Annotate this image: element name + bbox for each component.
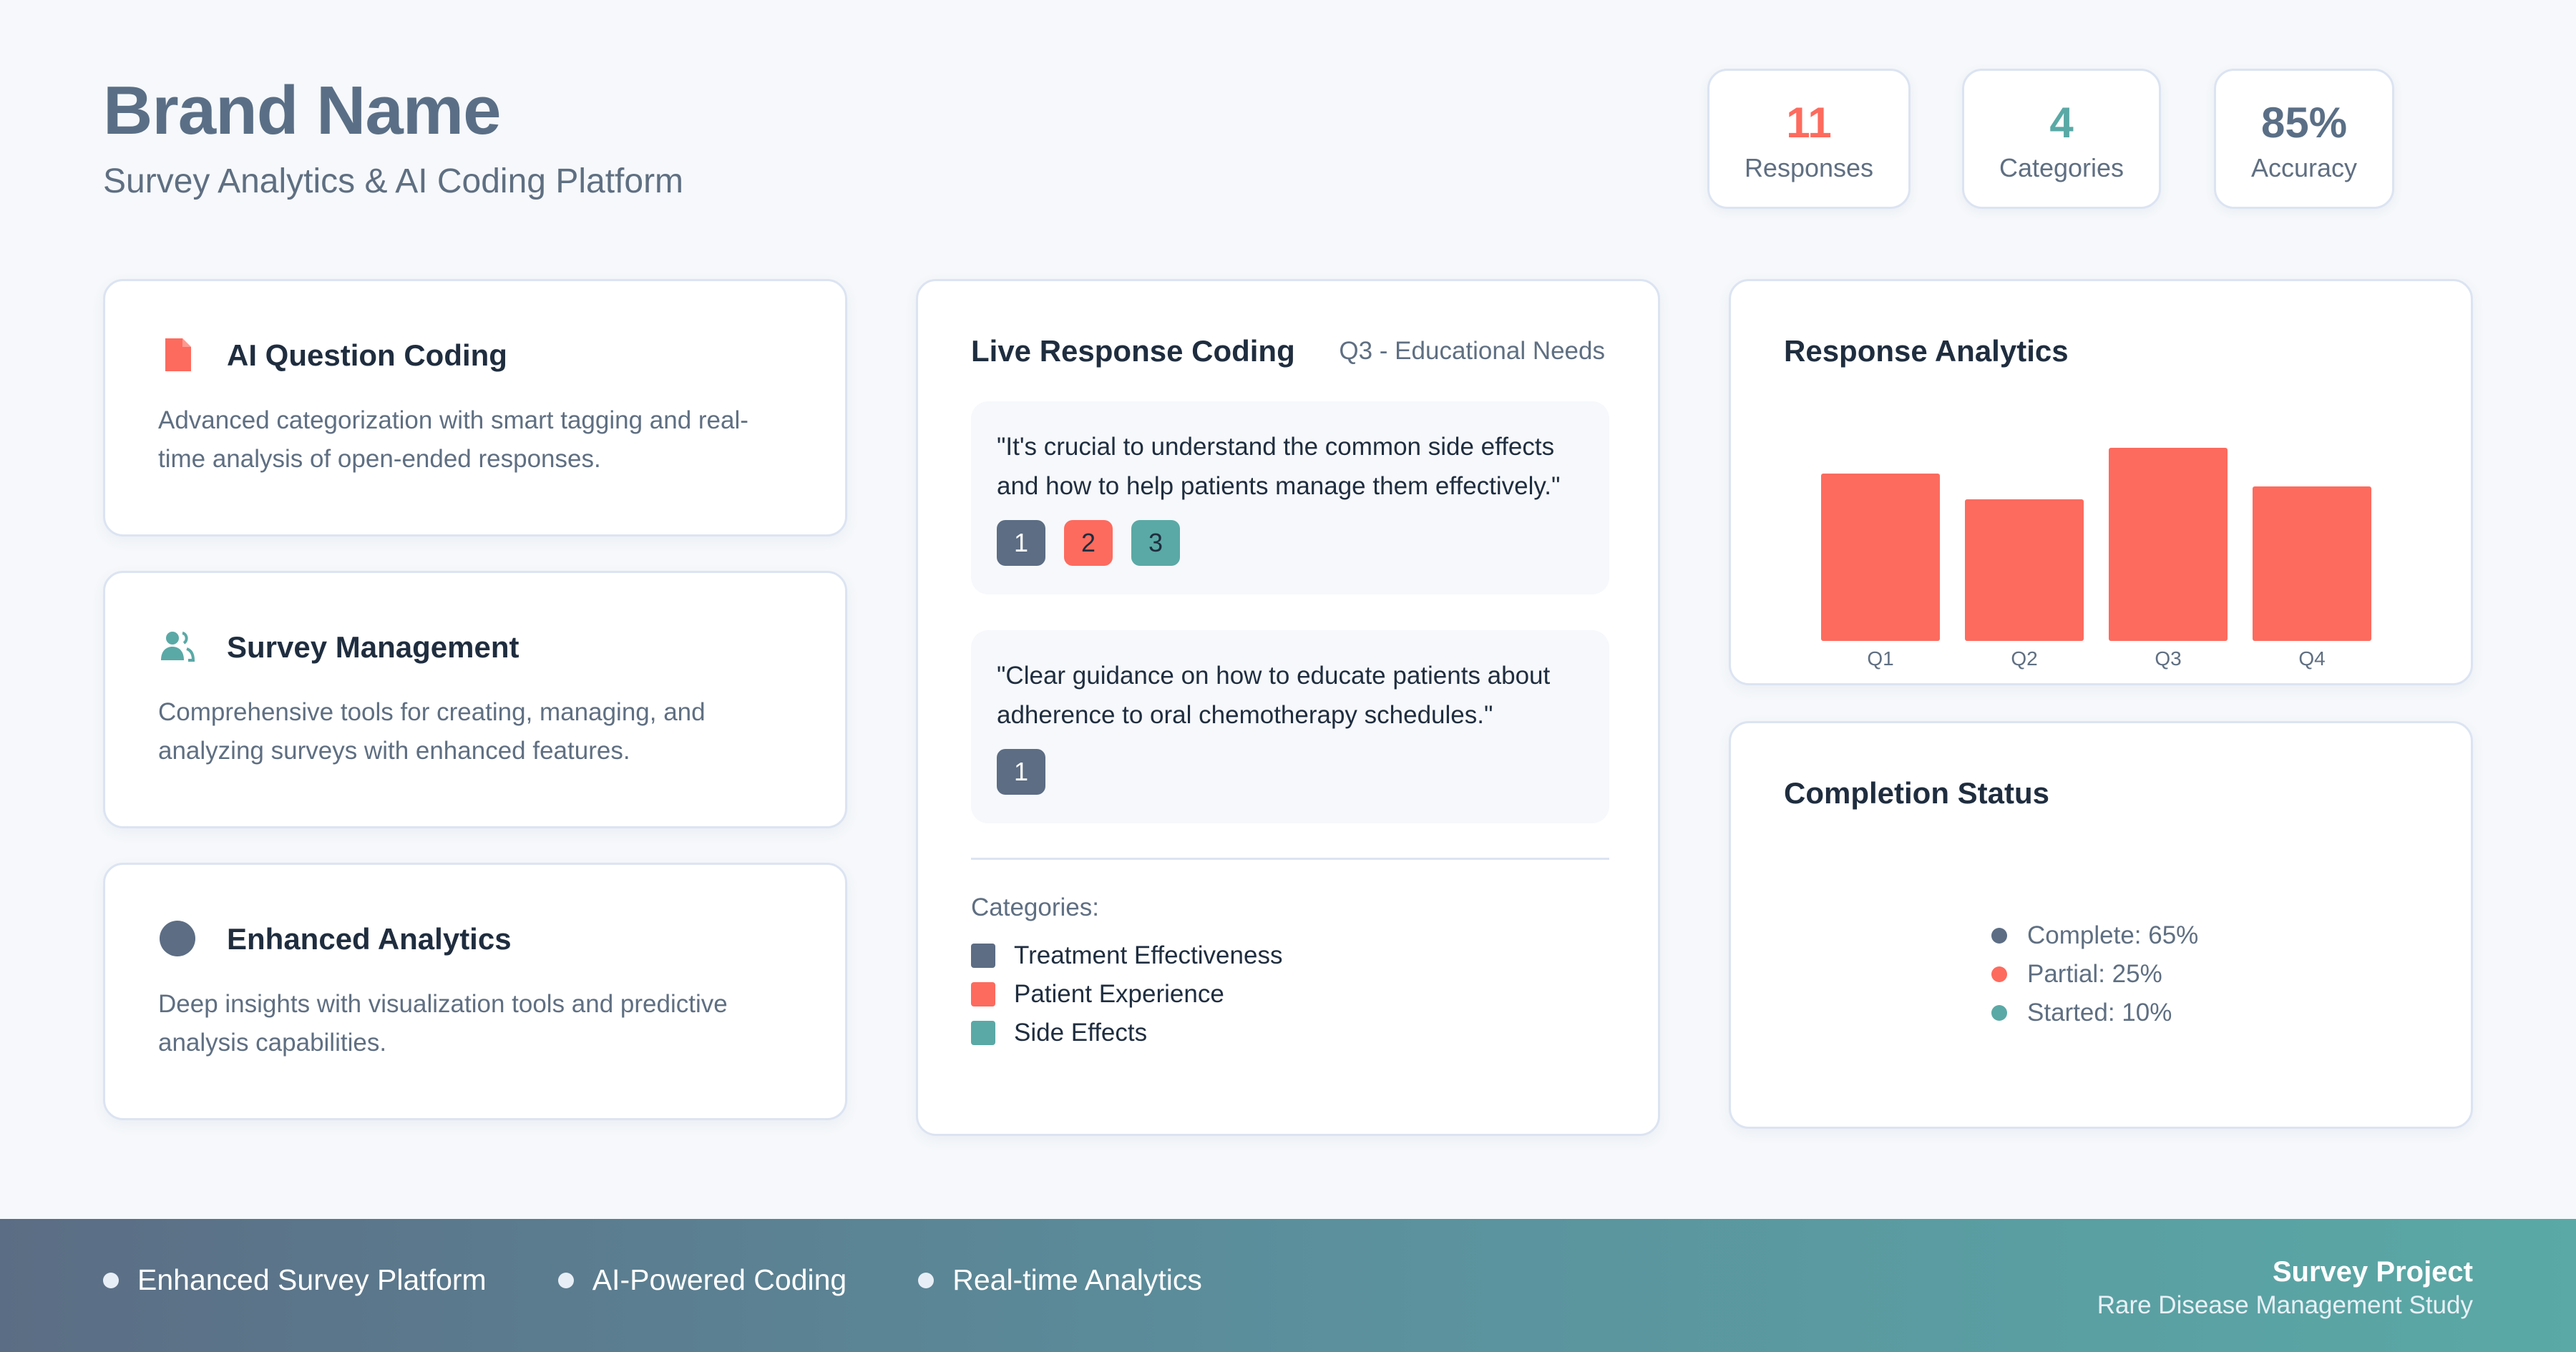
bullet-icon (918, 1272, 935, 1288)
category-item: Treatment Effectiveness (971, 936, 1282, 975)
category-swatch (971, 944, 995, 968)
legend-dot (1991, 1005, 2007, 1021)
feature-description: Comprehensive tools for creating, managi… (158, 698, 706, 765)
footer-item-label: Enhanced Survey Platform (137, 1263, 487, 1296)
footer-item: Real-time Analytics (918, 1263, 1202, 1297)
bullet-icon (103, 1272, 119, 1288)
legend-label: Complete: 65% (2027, 921, 2199, 949)
legend-label: Started: 10% (2027, 999, 2172, 1027)
stat-categories-label: Categories (1999, 153, 2124, 182)
stat-accuracy: 85% Accuracy (2214, 69, 2394, 209)
stat-responses: 11 Responses (1707, 69, 1911, 209)
bar-q1[interactable] (1821, 474, 1940, 641)
footer-item: AI-Powered Coding (557, 1263, 847, 1297)
x-tick-label: Q2 (2011, 647, 2037, 670)
feature-card-survey-management[interactable]: Survey Management Comprehensive tools fo… (103, 571, 847, 828)
legend-item: Complete: 65% (1991, 916, 2198, 955)
category-label: Patient Experience (1014, 980, 1224, 1008)
feature-title: Enhanced Analytics (227, 922, 512, 956)
response-item[interactable]: "Clear guidance on how to educate patien… (971, 630, 1609, 823)
category-label: Side Effects (1014, 1019, 1148, 1047)
stat-accuracy-label: Accuracy (2250, 153, 2358, 182)
category-tag[interactable]: 2 (1064, 520, 1113, 566)
stat-responses-value: 11 (1786, 99, 1832, 147)
category-tag[interactable]: 1 (997, 520, 1045, 566)
response-bar-chart: Q1 Q2 Q3 Q4 (1821, 448, 2371, 670)
stat-accuracy-value: 85% (2260, 99, 2348, 147)
legend-item: Started: 10% (1991, 994, 2198, 1032)
x-tick-label: Q1 (1867, 647, 1893, 670)
category-tag[interactable]: 3 (1131, 520, 1180, 566)
bar-q2[interactable] (1965, 499, 2084, 641)
response-tags: 1 (997, 749, 1045, 795)
response-tags: 1 2 3 (997, 520, 1180, 566)
feature-card-enhanced-analytics[interactable]: Enhanced Analytics Deep insights with vi… (103, 863, 847, 1120)
footer-item-label: AI-Powered Coding (592, 1263, 847, 1296)
bar-q3[interactable] (2109, 448, 2228, 641)
category-swatch (971, 1021, 995, 1045)
legend-label: Partial: 25% (2027, 960, 2162, 988)
footer-features: Enhanced Survey Platform AI-Powered Codi… (103, 1263, 1274, 1297)
x-tick-label: Q3 (2155, 647, 2181, 670)
category-label: Treatment Effectiveness (1014, 941, 1283, 969)
feature-description: Deep insights with visualization tools a… (158, 990, 728, 1057)
legend-dot (1991, 966, 2007, 982)
legend-item: Partial: 25% (1991, 955, 2198, 994)
footer-item: Enhanced Survey Platform (103, 1263, 487, 1297)
completion-legend: Complete: 65% Partial: 25% Started: 10% (1991, 916, 2198, 1032)
category-item: Patient Experience (971, 975, 1282, 1014)
legend-dot (1991, 928, 2007, 944)
project-info: Survey Project Rare Disease Management S… (2097, 1256, 2473, 1320)
bullet-icon (557, 1272, 574, 1288)
categories-legend: Treatment Effectiveness Patient Experien… (971, 936, 1282, 1052)
response-analytics-card: Response Analytics Q1 Q2 Q3 Q4 (1729, 279, 2473, 685)
footer-bar: Enhanced Survey Platform AI-Powered Codi… (0, 1219, 2576, 1352)
live-response-coding-panel: Live Response Coding Q3 - Educational Ne… (916, 279, 1660, 1136)
analytics-title: Response Analytics (1784, 334, 2069, 368)
completion-status-card: Completion Status Complete: 65% Partial:… (1729, 721, 2473, 1129)
category-swatch (971, 982, 995, 1006)
project-title: Survey Project (2272, 1256, 2473, 1288)
current-question-label: Q3 - Educational Needs (1339, 337, 1605, 365)
brand-subtitle: Survey Analytics & AI Coding Platform (103, 162, 684, 200)
circle-icon (160, 921, 195, 956)
feature-card-ai-coding[interactable]: AI Question Coding Advanced categorizati… (103, 279, 847, 537)
stat-categories-value: 4 (2049, 99, 2074, 147)
divider (971, 858, 1609, 860)
users-icon (161, 632, 195, 662)
live-panel-title: Live Response Coding (971, 334, 1295, 368)
stat-categories: 4 Categories (1962, 69, 2161, 209)
completion-title: Completion Status (1784, 776, 2050, 810)
response-item[interactable]: "It's crucial to understand the common s… (971, 401, 1609, 594)
brand-title: Brand Name (103, 72, 501, 149)
stat-responses-label: Responses (1744, 153, 1874, 182)
footer-item-label: Real-time Analytics (952, 1263, 1202, 1296)
feature-title: AI Question Coding (227, 338, 507, 372)
response-text: "Clear guidance on how to educate patien… (997, 662, 1551, 729)
category-item: Side Effects (971, 1014, 1282, 1052)
category-tag[interactable]: 1 (997, 749, 1045, 795)
bar-q4[interactable] (2253, 486, 2371, 641)
feature-description: Advanced categorization with smart taggi… (158, 406, 748, 473)
response-text: "It's crucial to understand the common s… (997, 433, 1561, 500)
document-icon (165, 338, 191, 371)
x-tick-label: Q4 (2298, 647, 2325, 670)
feature-title: Survey Management (227, 630, 519, 664)
project-subtitle: Rare Disease Management Study (2097, 1291, 2473, 1319)
categories-heading: Categories: (971, 893, 1099, 921)
